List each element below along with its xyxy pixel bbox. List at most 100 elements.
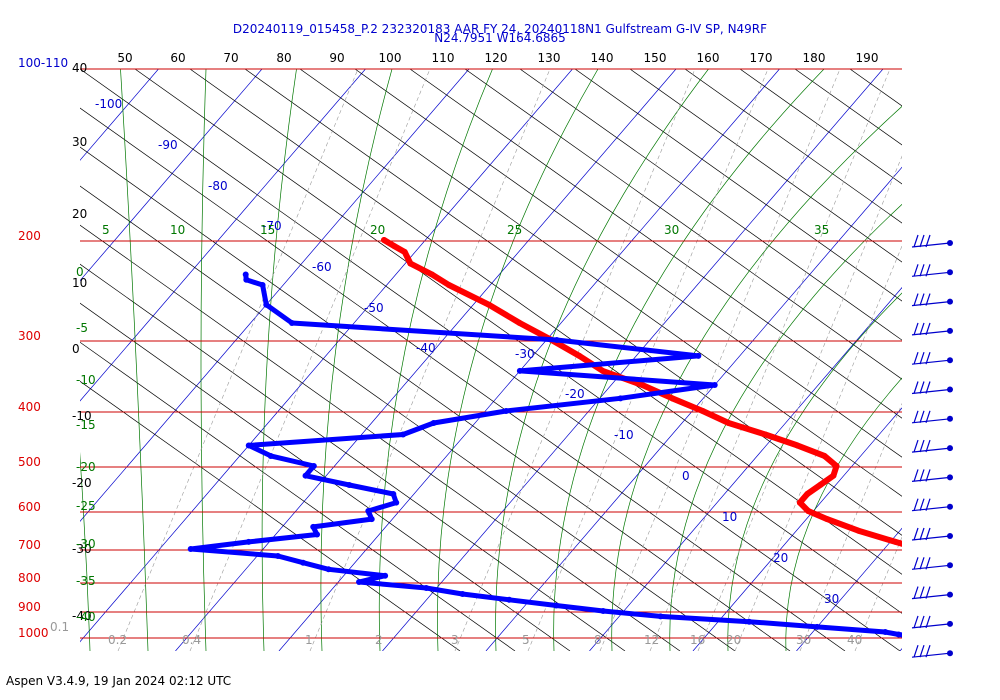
dewpoint-point [459, 590, 466, 597]
mixing-ratio-label: 0.2 [108, 633, 127, 647]
dry-adiabat-line [80, 263, 626, 651]
dewpoint-point [243, 276, 250, 283]
dewpoint-point [895, 631, 902, 638]
wind-barb [911, 293, 953, 307]
dry-adiabat-line [80, 224, 681, 651]
moist-adiabat-line [200, 69, 207, 651]
top-temp-label: 110 [432, 51, 455, 65]
top-temp-label: 150 [644, 51, 667, 65]
wind-barb [911, 352, 953, 365]
mixing-ratio-label: 30 [796, 633, 811, 647]
temperature-point [762, 431, 769, 438]
pressure-label: 800 [18, 571, 41, 585]
dry-adiabat-line [519, 69, 902, 341]
height-label: 0 [72, 342, 80, 356]
temperature-point [937, 553, 943, 559]
dry-adiabat-line [849, 69, 902, 107]
temperature-point [381, 236, 388, 243]
wind-barbs [911, 234, 953, 658]
height-label: -20 [72, 476, 92, 490]
isotherm-label: -40 [416, 341, 436, 355]
dry-adiabat-line [189, 69, 902, 575]
dewpoint-point [288, 319, 295, 326]
temperature-point [976, 634, 982, 640]
isotherm-line [80, 69, 470, 522]
top-temp-label: 160 [697, 51, 720, 65]
height-label: 40 [72, 61, 87, 75]
dewpoint-point [245, 538, 252, 545]
moist-adiabat-line [378, 69, 493, 651]
mixing-ratio-label: 1 [305, 633, 313, 647]
pressure-label: 900 [18, 600, 41, 614]
temperature-point [804, 490, 811, 497]
temperature-point [817, 481, 824, 488]
temperature-point [965, 629, 971, 635]
isotherm-line [278, 69, 780, 651]
dry-adiabat-line [80, 302, 571, 651]
dewpoint-point [553, 602, 560, 609]
dewpoint-point [914, 634, 920, 640]
moist-adiabat-label: 35 [814, 223, 829, 237]
mixing-ratio-label: 40 [847, 633, 862, 647]
temperature-point [937, 613, 943, 619]
dewpoint-point [346, 481, 353, 488]
temperature-point [516, 319, 523, 326]
temperature-point [794, 442, 801, 449]
mixing-ratio-label: 0.4 [182, 633, 201, 647]
dewpoint-point [263, 301, 270, 308]
mixing-ratio-label: 5 [522, 633, 530, 647]
dry-adiabat-line [739, 69, 902, 185]
pressure-label: 400 [18, 400, 41, 414]
isotherm-label: -70 [262, 219, 282, 233]
isotherm-label: -90 [158, 138, 178, 152]
mixing-ratio-line [649, 69, 891, 651]
isobar-lines [80, 68, 902, 639]
temperature-point [407, 260, 414, 267]
temperature-point [401, 249, 408, 256]
isotherm-line [692, 407, 902, 651]
temperature-point [639, 381, 646, 388]
temperature-point [978, 602, 984, 608]
dewpoint-point [882, 629, 889, 636]
dewpoint-point [600, 608, 607, 615]
moist-adiabat-line [80, 452, 91, 651]
moist-adiabat-label: 30 [664, 223, 679, 237]
dewpoint-point [657, 613, 664, 620]
pressure-label: 700 [18, 538, 41, 552]
height-label: -10 [72, 409, 92, 423]
dewpoint-point [503, 407, 510, 414]
wind-barb [911, 557, 953, 570]
temperature-point [985, 570, 991, 576]
temperature-point [576, 352, 583, 359]
dry-adiabat-line [80, 146, 791, 651]
moist-adiabat-line [261, 69, 297, 651]
dewpoint-point [302, 472, 309, 479]
wind-barb [911, 410, 953, 424]
moist-adiabat-label: -15 [76, 418, 96, 432]
wind-barb [911, 498, 953, 512]
temperature-point [599, 367, 606, 374]
dewpoint-point [274, 552, 281, 559]
dewpoint-point [746, 618, 753, 625]
dry-adiabat-line [134, 69, 902, 614]
chart-subtitle: N24.7951 W164.6865 [434, 31, 566, 45]
temperature-point [485, 301, 492, 308]
dry-adiabat-line [629, 69, 902, 263]
wind-barb [911, 615, 953, 629]
temperature-point [391, 243, 398, 250]
dry-adiabat-line [684, 69, 902, 224]
moist-adiabat-label: -10 [76, 373, 96, 387]
height-label: 30 [72, 135, 87, 149]
temperature-point [892, 538, 899, 545]
wind-barb [911, 527, 953, 541]
isotherm-label: -20 [565, 387, 585, 401]
temperature-point [445, 281, 452, 288]
moist-adiabat-label: -35 [76, 574, 96, 588]
top-temp-label: 180 [803, 51, 826, 65]
moist-adiabat-line [495, 69, 709, 651]
height-label: -30 [72, 542, 92, 556]
top-temp-label: 100 [379, 51, 402, 65]
temperature-trace [381, 237, 902, 547]
isotherm-label: -30 [515, 347, 535, 361]
temperature-point [930, 619, 936, 625]
